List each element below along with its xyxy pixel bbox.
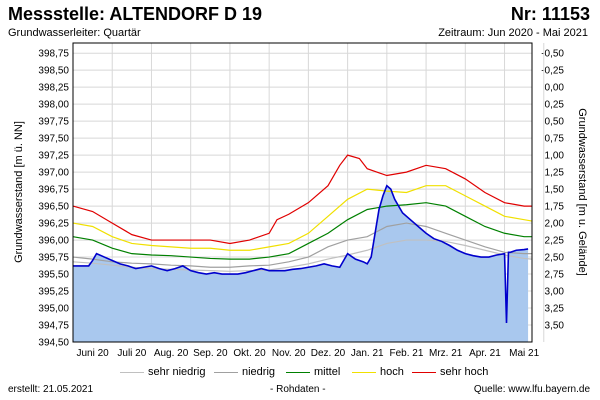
x-tick-label: Dez. 20 bbox=[311, 348, 346, 359]
y-tick-left: 395,00 bbox=[38, 304, 69, 315]
x-tick-label: Sep. 20 bbox=[193, 348, 228, 359]
series-line-hoch bbox=[72, 185, 533, 251]
legend-item-niedrig: niedrig bbox=[214, 366, 275, 378]
y-tick-left: 395,75 bbox=[38, 253, 69, 264]
y-tick-left: 398,50 bbox=[38, 66, 69, 77]
y-tick-right: 1,75 bbox=[545, 202, 565, 213]
legend-swatch-niedrig bbox=[214, 371, 238, 373]
station-number: Nr: 11153 bbox=[510, 4, 590, 24]
y-tick-left: 397,25 bbox=[38, 151, 69, 162]
legend-swatch-mittel bbox=[286, 371, 310, 373]
legend: sehr niedrig niedrig mittel hoch sehr ho… bbox=[0, 366, 600, 382]
x-tick-label: Aug. 20 bbox=[154, 348, 189, 359]
created-date: erstellt: 21.05.2021 bbox=[8, 384, 94, 395]
series-line-sehr-niedrig bbox=[72, 239, 533, 272]
y-tick-left: 397,00 bbox=[38, 168, 69, 179]
source-link[interactable]: Quelle: www.lfu.bayern.de bbox=[473, 384, 590, 395]
y-tick-left: 398,25 bbox=[38, 83, 69, 94]
legend-swatch-hoch bbox=[352, 371, 376, 373]
x-tick-label: Juli 20 bbox=[117, 348, 146, 359]
y-tick-right: 2,25 bbox=[545, 236, 565, 247]
y-tick-right: 0,00 bbox=[545, 83, 565, 94]
y-tick-left: 397,75 bbox=[38, 117, 69, 128]
series-line-mittel bbox=[72, 202, 532, 260]
y-tick-left: 398,75 bbox=[38, 49, 69, 60]
y-tick-right: 2,00 bbox=[545, 219, 565, 230]
series-line-sehr-hoch bbox=[72, 154, 532, 245]
y-tick-right: 2,50 bbox=[545, 253, 565, 264]
aquifer-label: Grundwasserleiter: Quartär bbox=[8, 27, 141, 39]
y-axis-left-label: Grundwasserstand [m ü. NN] bbox=[13, 121, 25, 263]
y-tick-right: 1,25 bbox=[545, 168, 565, 179]
series-line-niedrig bbox=[72, 222, 532, 268]
legend-item-sehr-hoch: sehr hoch bbox=[412, 366, 488, 378]
x-tick-label: Mrz. 21 bbox=[429, 348, 463, 359]
y-tick-right: 0,50 bbox=[545, 117, 565, 128]
station-title: Messstelle: ALTENDORF D 19 bbox=[8, 4, 263, 24]
y-tick-left: 396,00 bbox=[38, 236, 69, 247]
y-tick-left: 396,75 bbox=[38, 185, 69, 196]
period-label: Zeitraum: Jun 2020 - Mai 2021 bbox=[438, 27, 588, 39]
plot-border bbox=[72, 42, 533, 343]
x-tick-label: Mai 21 bbox=[509, 348, 539, 359]
y-tick-left: 394,75 bbox=[38, 321, 69, 332]
legend-swatch-sehr-niedrig bbox=[120, 371, 144, 373]
legend-item-hoch: hoch bbox=[352, 366, 404, 378]
y-tick-right: 1,50 bbox=[545, 185, 565, 196]
x-tick-label: Feb. 21 bbox=[390, 348, 424, 359]
x-tick-label: Apr. 21 bbox=[469, 348, 501, 359]
legend-swatch-sehr-hoch bbox=[412, 371, 436, 373]
raw-data-note: - Rohdaten - bbox=[270, 384, 326, 395]
y-tick-right: -0,50 bbox=[541, 49, 564, 60]
y-tick-left: 396,25 bbox=[38, 219, 69, 230]
y-tick-right: 3,00 bbox=[545, 287, 565, 298]
x-tick-label: Jan. 21 bbox=[351, 348, 384, 359]
series-line-measured bbox=[73, 184, 529, 323]
y-tick-right: 3,50 bbox=[545, 321, 565, 332]
y-axis-right-label: Grundwasserstand [m u. Gelände] bbox=[576, 108, 588, 276]
y-tick-left: 394,50 bbox=[38, 338, 69, 349]
y-tick-right: 2,75 bbox=[545, 270, 565, 281]
x-tick-label: Okt. 20 bbox=[233, 348, 266, 359]
y-tick-left: 396,50 bbox=[38, 202, 69, 213]
x-tick-label: Juni 20 bbox=[76, 348, 109, 359]
y-tick-left: 397,50 bbox=[38, 134, 69, 145]
y-tick-right: 0,25 bbox=[545, 100, 565, 111]
y-tick-right: 0,75 bbox=[545, 134, 565, 145]
y-tick-right: -0,25 bbox=[541, 66, 564, 77]
y-tick-left: 398,00 bbox=[38, 100, 69, 111]
y-tick-left: 395,50 bbox=[38, 270, 69, 281]
y-tick-right: 1,00 bbox=[545, 151, 565, 162]
y-tick-right: 3,25 bbox=[545, 304, 565, 315]
x-tick-label: Nov. 20 bbox=[272, 348, 306, 359]
legend-item-mittel: mittel bbox=[286, 366, 340, 378]
y-tick-left: 395,25 bbox=[38, 287, 69, 298]
legend-item-sehr-niedrig: sehr niedrig bbox=[120, 366, 205, 378]
